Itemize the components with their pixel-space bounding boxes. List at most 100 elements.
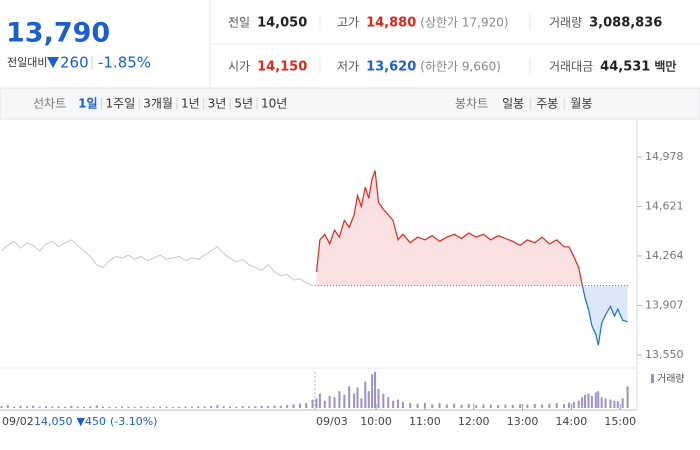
volume-bar <box>387 397 390 408</box>
stats: 전일 14,050 고가 14,880 (상한가 17,920) 거래량 3,088,836… <box>228 16 676 75</box>
change-label: 전일대비 <box>7 55 47 69</box>
volume-bar <box>114 407 117 408</box>
volume-bar <box>267 406 270 408</box>
down-arrow-icon <box>47 57 59 68</box>
volume-bar <box>260 405 263 408</box>
volume-bar <box>6 405 9 408</box>
stat-label: 전일 <box>228 16 250 30</box>
volume-bar <box>133 407 136 408</box>
tab[interactable]: 3개월 <box>143 97 173 111</box>
volume-bar <box>298 403 301 408</box>
volume-bar <box>353 393 356 408</box>
volume-bar <box>438 403 441 408</box>
volume-bar <box>209 406 212 408</box>
tab[interactable]: 1일 <box>78 97 97 111</box>
tab[interactable]: 3년 <box>208 97 227 111</box>
volume-bar <box>371 374 374 408</box>
volume-bar <box>76 406 79 408</box>
tab[interactable]: 주봉 <box>536 97 558 111</box>
price-line <box>315 170 628 346</box>
stat-label: 시가 <box>228 60 250 74</box>
volume-bar <box>581 397 584 408</box>
volume-bar <box>203 406 206 408</box>
volume-bar <box>416 403 419 408</box>
volume-bar <box>533 403 536 408</box>
y-tick-label: 13,907 <box>645 298 684 311</box>
volume-bar <box>89 406 92 408</box>
volume-bar <box>364 381 367 408</box>
volume-bar <box>19 405 22 408</box>
volume-bar <box>511 404 514 408</box>
stat-label: 고가 <box>337 16 359 30</box>
volume-bar <box>482 404 485 408</box>
volume-bar <box>146 406 149 408</box>
y-tick-label: 13,550 <box>645 348 684 361</box>
volume-bar <box>616 401 619 408</box>
volume-bar <box>44 406 47 408</box>
tab[interactable]: 1년 <box>181 97 200 111</box>
prev-day-info: 14,050 <box>34 415 73 428</box>
volume-bar <box>102 406 105 408</box>
stat-value: 14,150 <box>257 60 307 75</box>
stat-value: 3,088,836 <box>589 16 662 31</box>
volume-bar <box>541 404 544 408</box>
volume-bar <box>519 404 522 408</box>
prev-day-info: ▼450 <box>77 415 106 428</box>
volume-bar <box>32 405 35 408</box>
volume-bar <box>235 406 238 408</box>
x-tick-label: 15:00 <box>604 415 636 428</box>
tab[interactable]: 월봉 <box>570 97 592 111</box>
tab-group-label: 봉차트 <box>455 97 488 111</box>
volume-bar <box>286 405 289 408</box>
volume-bar <box>184 406 187 408</box>
volume-bar <box>70 405 73 408</box>
tab-bar <box>0 87 700 120</box>
volume-bar <box>333 397 336 408</box>
tab[interactable]: 10년 <box>261 97 287 111</box>
volume-bar <box>222 406 225 408</box>
volume-bar <box>626 386 629 408</box>
volume-bar <box>95 405 98 408</box>
stat-value: 14,050 <box>257 16 307 31</box>
volume-bar <box>504 404 507 408</box>
tab[interactable]: 일봉 <box>502 97 524 111</box>
volume-bar <box>279 405 282 408</box>
volume-bar <box>409 403 412 408</box>
change-pct: -1.85% <box>98 54 151 72</box>
volume-bar <box>197 406 200 408</box>
volume-bar <box>526 404 529 408</box>
stat-note: (하한가 9,660) <box>420 60 501 74</box>
prev-day-info: (-3.10%) <box>110 415 158 428</box>
stat-value: 44,531 <box>600 60 650 75</box>
volume-bar <box>401 402 404 408</box>
x-tick-label: 14:00 <box>556 415 588 428</box>
volume-bar <box>567 402 570 408</box>
stat-label: 거래대금 <box>549 60 593 74</box>
volume-bar <box>121 406 124 408</box>
volume-bar <box>127 406 130 408</box>
current-price: 13,790 <box>6 18 110 49</box>
y-tick-label: 14,978 <box>645 150 684 163</box>
price-line <box>1 239 313 287</box>
tab[interactable]: 1주일 <box>106 97 136 111</box>
y-tick-label: 14,621 <box>645 199 684 212</box>
volume-bar <box>453 403 456 408</box>
volume-bar <box>311 399 314 408</box>
volume-bar <box>572 402 575 408</box>
volume-bar <box>377 388 380 408</box>
volume-bar <box>25 406 28 408</box>
volume-bar <box>343 394 346 408</box>
tab[interactable]: 5년 <box>234 97 253 111</box>
x-tick-label: 10:00 <box>360 415 392 428</box>
volume-bar <box>356 387 359 408</box>
volume-bar <box>328 396 331 408</box>
x-tick-label: 11:00 <box>409 415 441 428</box>
volume-bar <box>318 393 321 408</box>
volume-bar <box>604 398 607 408</box>
volume-bar <box>348 386 351 408</box>
volume-bar <box>108 406 111 408</box>
volume-bar <box>445 404 448 408</box>
day-label: 09/03 <box>316 415 348 428</box>
volume-bar <box>497 405 500 408</box>
volume-bar <box>273 405 276 408</box>
